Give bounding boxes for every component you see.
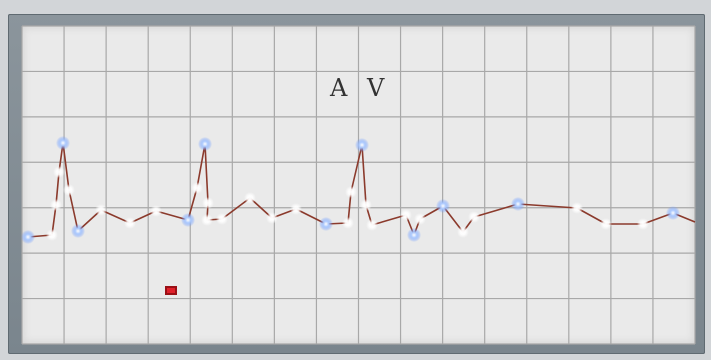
led-light	[666, 206, 680, 220]
led-light	[355, 138, 369, 152]
led-light	[216, 213, 228, 225]
led-light	[400, 209, 412, 221]
red-led-indicator-icon	[165, 286, 177, 295]
led-light	[244, 192, 256, 204]
led-light	[56, 136, 70, 150]
led-light	[53, 166, 65, 178]
led-light	[360, 199, 372, 211]
led-light	[202, 197, 214, 209]
led-light	[63, 184, 75, 196]
led-light	[342, 217, 354, 229]
led-light	[266, 212, 278, 224]
led-light	[181, 213, 195, 227]
led-light	[571, 202, 583, 214]
led-light	[46, 229, 58, 241]
board-title: A V	[330, 74, 391, 102]
led-light	[201, 214, 213, 226]
led-light	[436, 199, 450, 213]
led-light	[21, 230, 35, 244]
led-light	[150, 205, 162, 217]
led-light	[457, 226, 469, 238]
led-light	[511, 197, 525, 211]
led-light	[468, 211, 480, 223]
led-light	[345, 186, 357, 198]
led-light	[50, 199, 62, 211]
led-light	[637, 218, 649, 230]
led-light	[600, 218, 612, 230]
led-light	[71, 224, 85, 238]
led-markers	[21, 136, 680, 244]
led-light	[95, 204, 107, 216]
led-light	[290, 203, 302, 215]
grid-lines	[21, 25, 696, 345]
led-light	[191, 182, 203, 194]
led-light	[407, 228, 421, 242]
led-light	[198, 137, 212, 151]
led-light	[414, 213, 426, 225]
led-light	[319, 217, 333, 231]
led-light	[124, 217, 136, 229]
led-light	[366, 219, 378, 231]
